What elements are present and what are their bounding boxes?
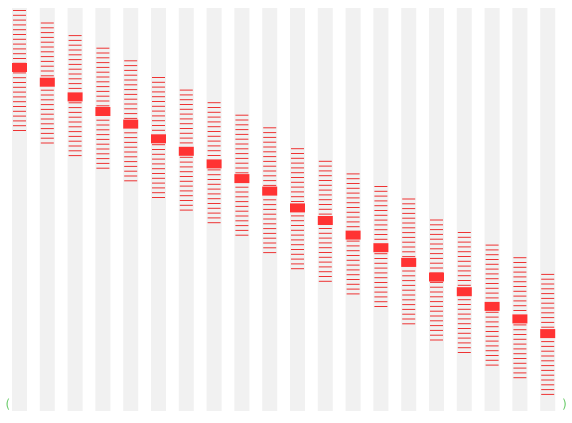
column-track [512,8,528,411]
column-track [67,8,83,411]
highlight-marker [39,77,55,87]
highlight-marker [345,230,361,240]
highlight-marker [290,203,305,213]
column-track [373,8,389,411]
column-track [151,8,166,411]
column-track [123,8,139,411]
highlight-marker [317,216,333,225]
column-track [345,8,361,411]
column-track [401,8,417,411]
highlight-marker [540,329,556,339]
highlight-marker [206,159,222,169]
column-track [429,8,444,411]
highlight-marker [12,63,27,72]
highlight-marker [123,119,139,129]
highlight-marker [95,107,111,116]
highlight-marker [373,243,389,253]
highlight-marker [234,174,250,184]
column-track [39,8,55,411]
left-bracket-label: ( [4,397,12,411]
column-track [540,8,556,411]
right-bracket-label: ) [561,397,569,411]
highlight-marker [429,272,444,282]
column-track [206,8,222,411]
highlight-marker [262,186,278,196]
column-track [234,8,250,411]
highlight-marker [512,314,528,324]
highlight-marker [401,257,417,267]
highlight-marker [484,301,500,311]
column-track [456,8,472,411]
highlight-marker [151,134,166,144]
column-track [178,8,194,411]
column-track [95,8,111,411]
column-track [12,8,27,411]
highlight-marker [67,92,83,102]
highlight-marker [456,287,472,297]
highlight-marker [178,146,194,156]
